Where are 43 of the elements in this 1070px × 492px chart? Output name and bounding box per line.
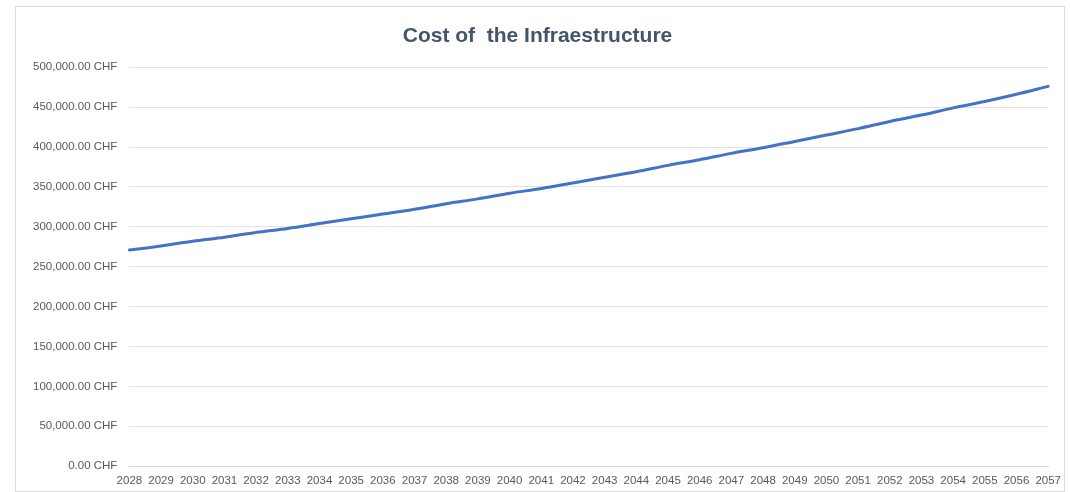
x-tick-label: 2037: [401, 474, 428, 487]
x-tick-label: 2031: [211, 474, 238, 487]
x-tick-label: 2056: [1003, 474, 1030, 487]
x-tick-label: 2030: [179, 474, 206, 487]
x-tick-label: 2045: [655, 474, 681, 487]
x-tick-label: 2038: [433, 474, 460, 487]
x-tick-label: 2034: [306, 474, 333, 487]
y-tick-label: 350,000.00 CHF: [33, 180, 118, 193]
x-tick-label: 2053: [908, 474, 935, 487]
x-tick-label: 2048: [750, 474, 776, 487]
y-tick-label: 450,000.00 CHF: [33, 100, 118, 113]
x-tick-label: 2052: [876, 474, 903, 487]
y-tick-label: 500,000.00 CHF: [33, 60, 118, 73]
x-tick-label: 2054: [940, 474, 967, 487]
x-tick-label: 2042: [560, 474, 586, 487]
x-tick-label: 2041: [528, 474, 555, 487]
x-tick-label: 2055: [972, 474, 998, 487]
x-tick-label: 2040: [496, 474, 523, 487]
y-tick-label: 200,000.00 CHF: [33, 299, 118, 312]
x-tick-label: 2029: [148, 474, 174, 487]
x-tick-label: 2028: [116, 474, 143, 487]
x-tick-label: 2043: [591, 474, 618, 487]
x-tick-label: 2047: [718, 474, 745, 487]
x-tick-label: 2033: [275, 474, 301, 487]
x-tick-label: 2039: [465, 474, 491, 487]
y-tick-label: 250,000.00 CHF: [33, 259, 118, 272]
x-tick-label: 2032: [243, 474, 269, 487]
line-series: [127, 84, 1050, 252]
y-tick-label: 300,000.00 CHF: [33, 219, 118, 232]
x-tick-label: 2044: [623, 474, 650, 487]
x-tick-label: 2051: [845, 474, 871, 487]
x-tick-label: 2050: [813, 474, 840, 487]
x-tick-label: 2049: [781, 474, 808, 487]
y-tick-label: 400,000.00 CHF: [33, 140, 118, 153]
y-tick-label: 150,000.00 CHF: [33, 339, 118, 352]
chart-title: Cost of the Infraestructure: [402, 23, 673, 47]
y-tick-label: 100,000.00 CHF: [33, 379, 118, 392]
x-tick-label: 2057: [1035, 474, 1062, 487]
x-tick-label: 2046: [686, 474, 713, 487]
y-tick-label: 50,000.00 CHF: [39, 419, 118, 432]
x-tick-label: 2035: [338, 474, 364, 487]
y-tick-label: 0.00 CHF: [68, 459, 118, 472]
x-tick-label: 2036: [370, 474, 396, 487]
